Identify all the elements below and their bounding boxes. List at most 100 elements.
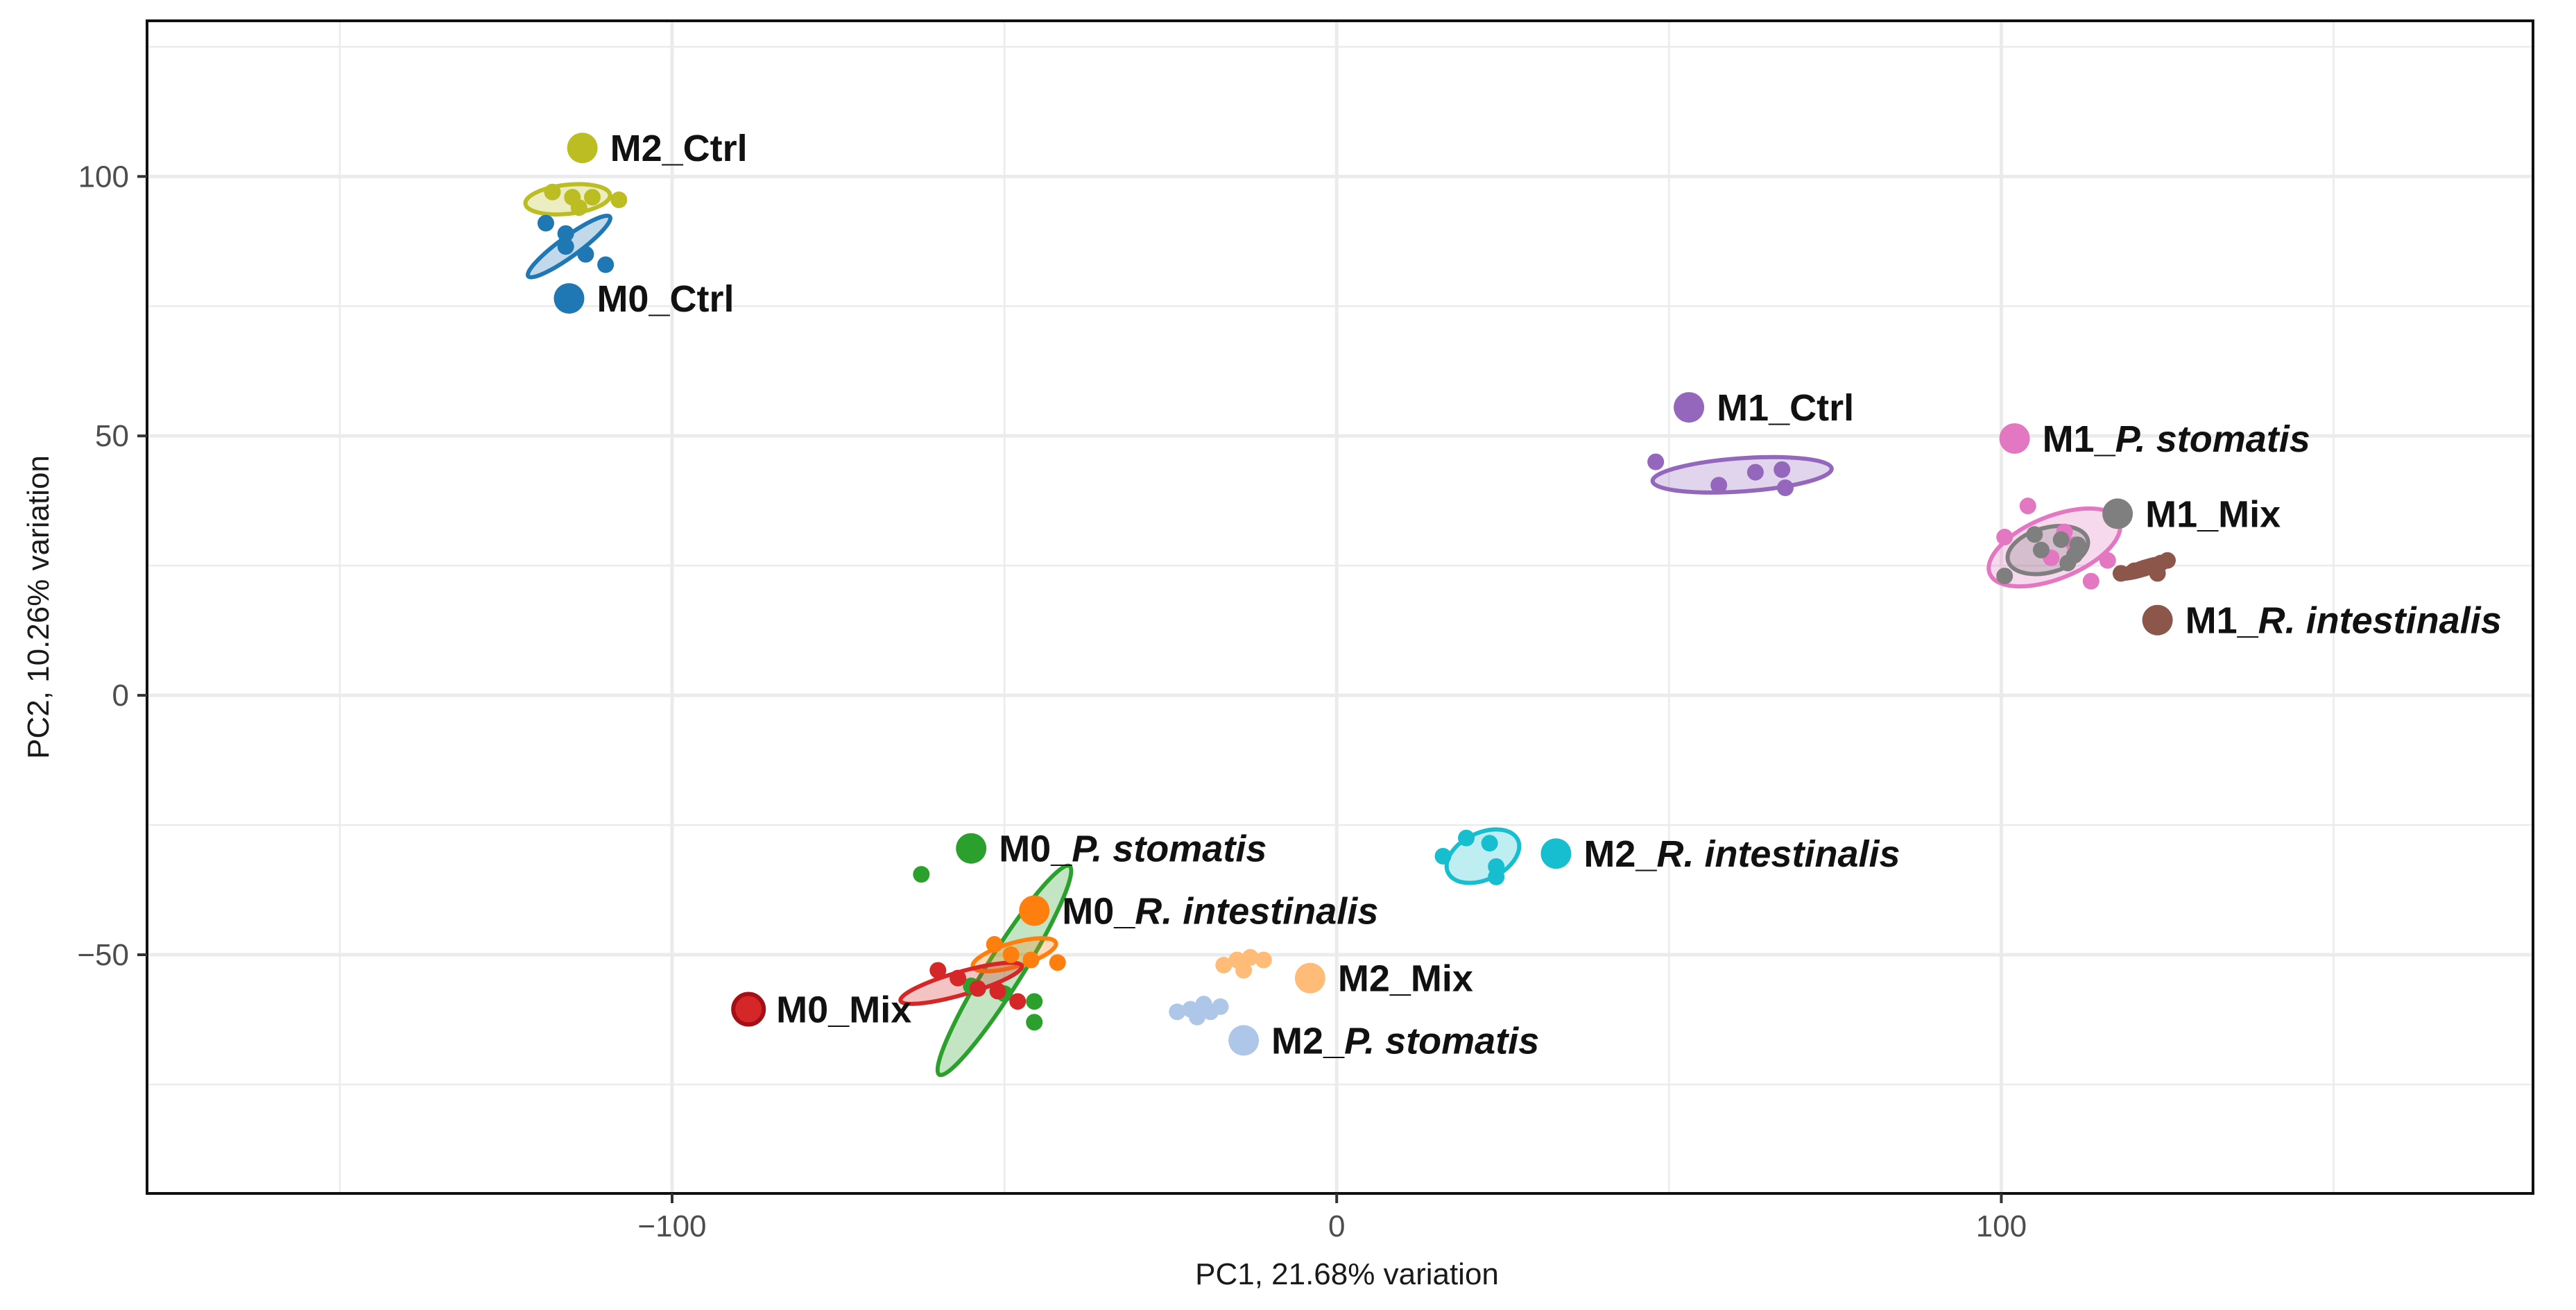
point-m0-r-intestinalis: [1022, 951, 1040, 969]
label-prefix: M2_: [610, 128, 684, 169]
point-m0-mix: [950, 969, 967, 987]
label-prefix: M0_: [1062, 890, 1135, 932]
label-species: R. intestinalis: [2258, 600, 2502, 642]
label-m0-mix: M0_Mix: [776, 989, 911, 1031]
y-tick-label: 100: [78, 160, 129, 194]
point-m0-mix: [969, 980, 986, 997]
point-m1-p-stomatis: [1996, 529, 2013, 546]
point-m0-r-intestinalis: [986, 936, 1003, 953]
point-m0-r-intestinalis: [1049, 954, 1066, 971]
point-m2-ctrl: [610, 191, 628, 208]
point-m0-p-stomatis: [913, 866, 930, 883]
point-m0-p-stomatis: [1026, 993, 1043, 1010]
label-m0-r-intestinalis: M0_R. intestinalis: [1062, 890, 1378, 932]
point-m0-ctrl: [597, 256, 615, 273]
point-m0-ctrl: [537, 214, 554, 232]
point-m1-r-intestinalis: [2112, 565, 2129, 582]
grid-major: [147, 21, 2533, 1193]
label-species: R. intestinalis: [1656, 833, 1900, 875]
x-tick-label: −100: [637, 1209, 706, 1243]
point-m1-ctrl: [1774, 461, 1791, 478]
point-m1-mix: [2069, 536, 2086, 554]
sample-points: [537, 183, 2176, 1031]
label-m2-r-intestinalis: M2_R. intestinalis: [1583, 833, 1900, 875]
label-prefix: M0_: [596, 278, 670, 320]
label-prefix: M1_: [2043, 418, 2116, 460]
point-m1-mix: [2032, 541, 2050, 559]
point-m2-ctrl: [584, 189, 601, 206]
marker-m2-p-stomatis: [1228, 1025, 1260, 1056]
point-m1-mix: [2026, 526, 2043, 543]
label-m1-ctrl: M1_Ctrl: [1717, 387, 1854, 429]
label-prefix: M2_: [1338, 958, 1411, 1000]
point-m2-mix: [1215, 956, 1233, 973]
marker-m0-ctrl: [553, 283, 585, 314]
marker-m0-p-stomatis: [956, 833, 987, 864]
x-axis-ticks: −100 0 100: [637, 1193, 2027, 1243]
point-m1-ctrl: [1647, 453, 1665, 470]
label-prefix: M1_: [2186, 600, 2259, 642]
point-m0-ctrl: [577, 246, 594, 263]
x-axis-title: PC1, 21.68% variation: [1195, 1257, 1499, 1291]
y-tick-label: 0: [112, 679, 129, 713]
y-axis-ticks: 100 50 0 −50: [77, 160, 147, 972]
point-m2-mix: [1242, 949, 1259, 966]
marker-m1-r-intestinalis: [2142, 604, 2173, 636]
point-m2-r-intestinalis: [1481, 835, 1498, 852]
label-species: P. stomatis: [2115, 418, 2310, 460]
group-markers: [553, 133, 2173, 1056]
marker-m2-mix: [1294, 962, 1325, 994]
point-m0-p-stomatis: [1026, 1014, 1043, 1031]
label-prefix: M2_: [1271, 1020, 1345, 1062]
label-prefix: M2_: [1583, 833, 1657, 875]
label-species: P. stomatis: [1072, 828, 1266, 870]
point-m2-mix: [1235, 962, 1253, 979]
label-species: Mix: [2218, 493, 2281, 535]
label-m1-r-intestinalis: M1_R. intestinalis: [2186, 600, 2502, 642]
plot-panel-border: [146, 19, 2534, 1195]
label-species: Mix: [1411, 958, 1473, 1000]
point-m0-ctrl: [557, 238, 574, 255]
point-m0-mix: [989, 982, 1006, 1000]
marker-m2-r-intestinalis: [1540, 838, 1572, 869]
point-m2-p-stomatis: [1169, 1003, 1186, 1021]
point-m1-ctrl: [1746, 463, 1764, 481]
point-m1-mix: [2052, 531, 2070, 548]
marker-m0-r-intestinalis: [1019, 895, 1050, 926]
label-prefix: M0_: [776, 989, 850, 1031]
point-m2-r-intestinalis: [1488, 868, 1505, 885]
point-m1-p-stomatis: [2019, 497, 2036, 515]
label-species: R. intestinalis: [1135, 890, 1378, 932]
label-m1-p-stomatis: M1_P. stomatis: [2043, 418, 2310, 460]
label-m2-ctrl: M2_Ctrl: [610, 128, 748, 169]
marker-m1-mix: [2102, 498, 2133, 529]
point-m1-p-stomatis: [2099, 552, 2116, 569]
x-tick-label: 0: [1328, 1209, 1345, 1243]
point-m0-ctrl: [557, 225, 574, 242]
y-tick-label: −50: [77, 938, 129, 972]
label-prefix: M0_: [999, 828, 1072, 870]
point-m2-mix: [1255, 951, 1272, 969]
point-m1-mix: [1996, 568, 2013, 585]
point-m2-p-stomatis: [1188, 1008, 1205, 1026]
point-m1-ctrl: [1710, 477, 1728, 494]
y-tick-label: 50: [95, 419, 129, 453]
point-m2-p-stomatis: [1212, 998, 1229, 1015]
point-m0-mix: [1009, 993, 1027, 1010]
label-species: Ctrl: [1789, 387, 1854, 429]
point-m0-mix: [929, 962, 947, 979]
y-axis-title: PC2, 10.26% variation: [22, 455, 55, 759]
marker-m1-ctrl: [1674, 392, 1705, 423]
grid-minor: [147, 21, 2533, 1193]
label-m2-mix: M2_Mix: [1338, 958, 1473, 1000]
point-m1-r-intestinalis: [2158, 552, 2176, 569]
x-tick-label: 100: [1976, 1209, 2027, 1243]
label-species: Mix: [849, 989, 911, 1031]
point-m1-r-intestinalis: [2149, 565, 2166, 582]
point-m2-ctrl: [570, 199, 587, 216]
label-m2-p-stomatis: M2_P. stomatis: [1271, 1020, 1539, 1062]
label-m0-p-stomatis: M0_P. stomatis: [999, 828, 1266, 870]
